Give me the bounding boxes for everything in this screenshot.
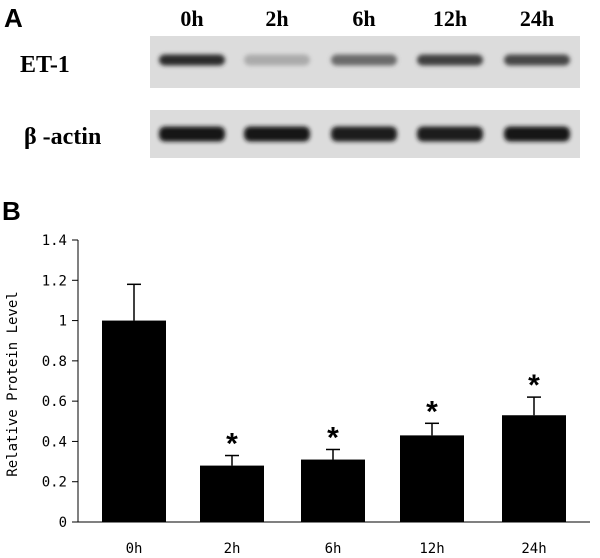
bar-2h xyxy=(200,465,264,522)
significance-star: * xyxy=(528,369,540,402)
y-tick-label: 1.2 xyxy=(42,273,67,289)
blot-band xyxy=(244,54,310,66)
blot-band xyxy=(244,126,310,142)
panel-b: B Relative Protein Level 0 0.2 0.4 0.6 0.8 1 1… xyxy=(2,196,590,557)
bar-6h xyxy=(301,459,365,522)
blot-band xyxy=(504,126,570,142)
bar-12h xyxy=(400,435,464,522)
y-tick-label: 0 xyxy=(59,515,67,531)
panel-a: A 0h 2h 6h 12h 24h ET-1 β -actin xyxy=(4,3,580,158)
blot-band xyxy=(331,54,397,66)
significance-star: * xyxy=(327,421,339,454)
lane-labels: 0h 2h 6h 12h 24h xyxy=(180,6,554,31)
bar-24h xyxy=(502,415,566,522)
y-tick-label: 1.4 xyxy=(42,233,67,249)
blot-row-label-et1: ET-1 xyxy=(20,52,70,78)
blot-band xyxy=(504,54,570,66)
significance-markers: * * * * xyxy=(226,369,540,460)
blot-band xyxy=(331,126,397,142)
y-axis-ticks: 0 0.2 0.4 0.6 0.8 1 1.2 1.4 xyxy=(42,233,78,531)
bar-0h xyxy=(102,320,166,522)
lane-label-6h: 6h xyxy=(352,6,375,31)
y-tick-label: 1 xyxy=(59,314,67,330)
x-axis-ticks: 0h 2h 6h 12h 24h xyxy=(126,541,547,557)
significance-star: * xyxy=(426,395,438,428)
blot-band xyxy=(417,54,483,66)
panel-a-letter: A xyxy=(4,3,23,33)
error-bars xyxy=(127,283,541,466)
blot-row-label-actin: β -actin xyxy=(24,124,101,150)
y-tick-label: 0.4 xyxy=(42,434,67,450)
x-tick-label: 24h xyxy=(521,541,546,557)
y-tick-label: 0.8 xyxy=(42,354,67,370)
blot-band xyxy=(159,54,225,66)
significance-star: * xyxy=(226,428,238,461)
blot-band xyxy=(159,126,225,142)
lane-label-24h: 24h xyxy=(520,6,554,31)
x-tick-label: 6h xyxy=(325,541,342,557)
lane-label-12h: 12h xyxy=(433,6,467,31)
blot-band xyxy=(417,126,483,142)
x-tick-label: 12h xyxy=(419,541,444,557)
x-tick-label: 0h xyxy=(126,541,143,557)
panel-b-letter: B xyxy=(2,196,21,226)
bars xyxy=(102,320,566,522)
y-tick-label: 0.6 xyxy=(42,394,67,410)
lane-label-2h: 2h xyxy=(265,6,288,31)
lane-label-0h: 0h xyxy=(180,6,203,31)
y-axis-title: Relative Protein Level xyxy=(5,291,21,476)
x-tick-label: 2h xyxy=(224,541,241,557)
y-tick-label: 0.2 xyxy=(42,475,67,491)
bands-actin xyxy=(159,126,570,142)
bands-et1 xyxy=(159,54,570,66)
